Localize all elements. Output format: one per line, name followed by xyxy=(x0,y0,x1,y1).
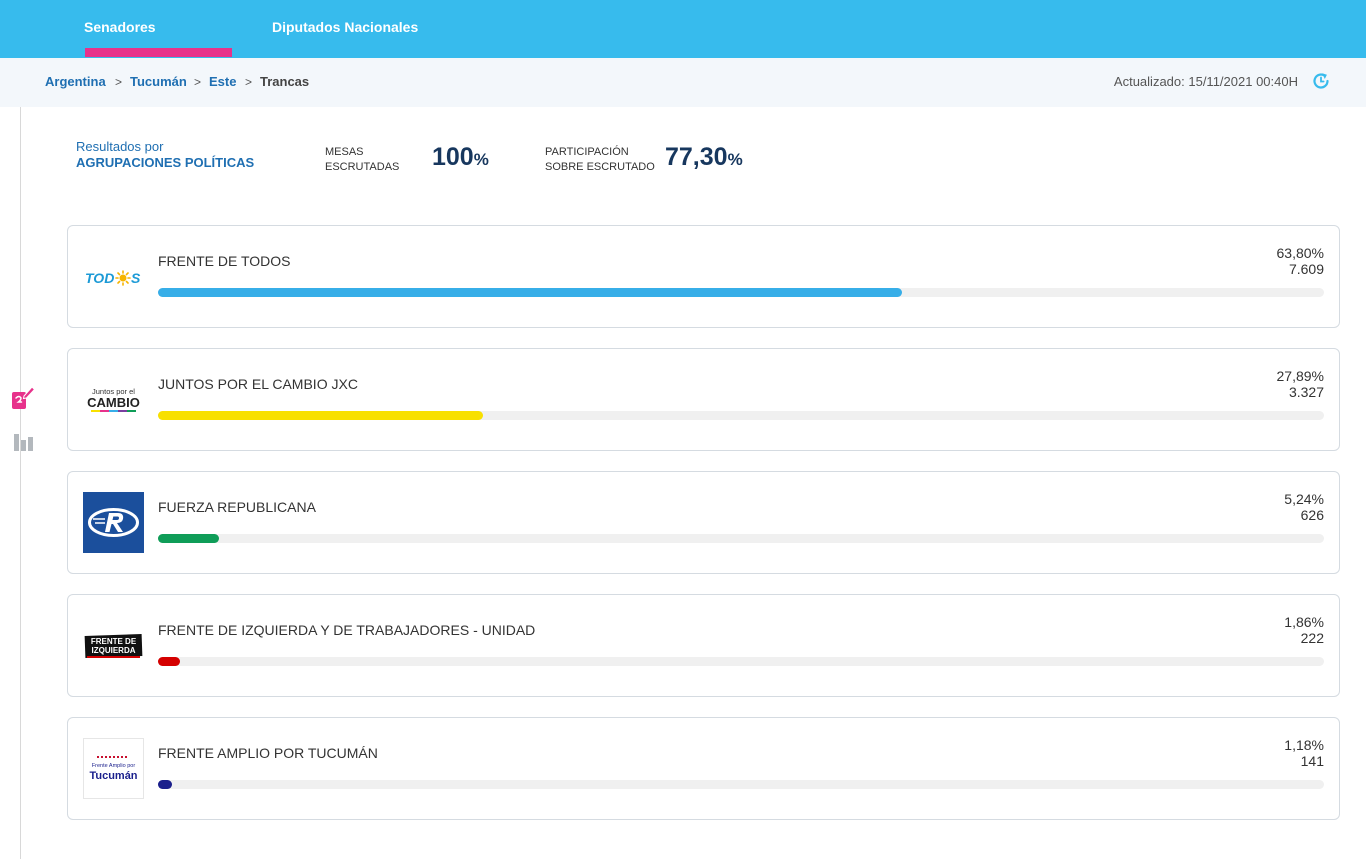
progress-fill xyxy=(158,534,220,543)
progress-fill xyxy=(158,780,172,789)
party-card[interactable]: FRENTE DE IZQUIERDA FRENTE DE IZQUIERDA … xyxy=(67,594,1340,697)
juntos-por-el-cambio-logo: Juntos por el CAMBIO xyxy=(83,369,144,430)
results-by-category: AGRUPACIONES POLÍTICAS xyxy=(76,155,255,170)
participacion-label: PARTICIPACIÓN SOBRE ESCRUTADO xyxy=(545,145,655,175)
breadcrumb-separator: > xyxy=(245,75,253,89)
breadcrumb-argentina[interactable]: Argentina xyxy=(45,74,106,89)
participacion-value-number: 77,30 xyxy=(665,143,728,171)
juntos-logo-line1: Juntos por el xyxy=(92,387,135,396)
progress-track xyxy=(158,534,1324,543)
progress-track xyxy=(158,411,1324,420)
breadcrumb-bar: Argentina > Tucumán > Este > Trancas Act… xyxy=(0,58,1366,107)
party-votes: 3.327 xyxy=(1288,384,1324,400)
tab-diputados-nacionales[interactable]: Diputados Nacionales xyxy=(272,19,419,35)
participacion-label-line1: PARTICIPACIÓN xyxy=(545,146,629,158)
party-card[interactable]: FUERZA REPUBLICANA 5,24% 626 xyxy=(67,471,1340,574)
izquierda-logo-line1: FRENTE DE xyxy=(91,637,137,646)
party-percentage: 63,80% xyxy=(1276,245,1324,261)
party-name: FRENTE DE TODOS xyxy=(158,253,291,269)
percent-sign: % xyxy=(727,150,743,169)
todos-logo-text-a: TOD xyxy=(85,270,114,286)
breadcrumb-separator: > xyxy=(115,75,123,89)
mesas-escrutadas-label: MESAS ESCRUTADAS xyxy=(325,145,399,175)
mesas-value-number: 100 xyxy=(432,143,474,171)
mesas-label-line2: ESCRUTADAS xyxy=(325,161,400,173)
fuerza-republicana-logo xyxy=(83,492,144,553)
party-card[interactable]: Frente Amplio por Tucumán FRENTE AMPLIO … xyxy=(67,717,1340,820)
breadcrumb-separator: > xyxy=(194,75,202,89)
top-nav-bar: Senadores Nacionales Diputados Nacionale… xyxy=(0,0,1366,90)
party-card[interactable]: Juntos por el CAMBIO JUNTOS POR EL CAMBI… xyxy=(67,348,1340,451)
frente-amplio-logo: Frente Amplio por Tucumán xyxy=(83,738,144,799)
party-name: FUERZA REPUBLICANA xyxy=(158,499,316,515)
izquierda-logo-line2: IZQUIERDA xyxy=(92,646,136,655)
party-percentage: 27,89% xyxy=(1276,368,1324,384)
party-card[interactable]: TOD S FRENTE DE TODOS 63,80% 7.609 xyxy=(67,225,1340,328)
progress-track xyxy=(158,288,1324,297)
progress-track xyxy=(158,657,1324,666)
amplio-logo-line2: Tucumán xyxy=(89,770,137,782)
frente-de-izquierda-logo: FRENTE DE IZQUIERDA xyxy=(83,615,144,676)
party-name: JUNTOS POR EL CAMBIO JXC xyxy=(158,376,358,392)
progress-fill xyxy=(158,411,484,420)
party-votes: 222 xyxy=(1300,630,1324,646)
breadcrumb-tucuman[interactable]: Tucumán xyxy=(130,74,187,89)
party-votes: 7.609 xyxy=(1288,261,1324,277)
vote-icon[interactable] xyxy=(11,384,35,410)
mesas-label-line1: MESAS xyxy=(325,146,364,158)
frente-de-todos-logo: TOD S xyxy=(83,246,144,307)
last-updated-text: Actualizado: 15/11/2021 00:40H xyxy=(1113,74,1298,89)
party-percentage: 1,18% xyxy=(1284,737,1324,753)
party-votes: 141 xyxy=(1300,753,1324,769)
participacion-value: 77,30% xyxy=(665,143,743,172)
progress-fill xyxy=(158,288,902,297)
juntos-logo-line2: CAMBIO xyxy=(87,395,140,410)
progress-fill xyxy=(158,657,180,666)
party-votes: 626 xyxy=(1300,507,1324,523)
party-name: FRENTE AMPLIO POR TUCUMÁN xyxy=(158,745,378,761)
party-name: FRENTE DE IZQUIERDA Y DE TRABAJADORES - … xyxy=(158,622,536,638)
percent-sign: % xyxy=(473,150,489,169)
progress-track xyxy=(158,780,1324,789)
breadcrumb-este[interactable]: Este xyxy=(209,74,237,89)
mesas-escrutadas-value: 100% xyxy=(432,143,489,172)
party-percentage: 1,86% xyxy=(1284,614,1324,630)
refresh-icon[interactable] xyxy=(1311,71,1331,91)
active-tab-indicator xyxy=(85,48,232,57)
participacion-label-line2: SOBRE ESCRUTADO xyxy=(545,161,655,173)
party-percentage: 5,24% xyxy=(1284,491,1324,507)
side-rail-line xyxy=(20,107,21,859)
bar-chart-icon[interactable] xyxy=(13,430,35,452)
todos-logo-text-b: S xyxy=(131,270,141,286)
breadcrumb-trancas: Trancas xyxy=(260,74,310,89)
amplio-logo-line1: Frente Amplio por xyxy=(92,763,136,769)
results-by-label: Resultados por xyxy=(76,139,164,154)
